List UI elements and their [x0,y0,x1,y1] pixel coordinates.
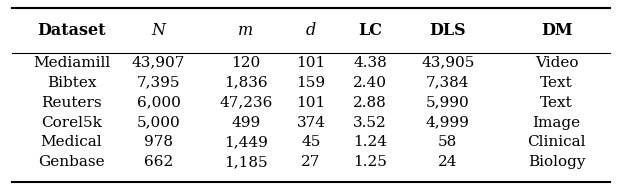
Text: 45: 45 [301,135,321,150]
Text: 662: 662 [144,155,174,169]
Text: Corel5k: Corel5k [41,116,102,130]
Text: 101: 101 [296,56,326,70]
Text: m: m [238,22,253,39]
Text: 3.52: 3.52 [353,116,387,130]
Text: 6,000: 6,000 [137,96,180,110]
Text: d: d [306,22,316,39]
Text: Clinical: Clinical [527,135,586,150]
Text: 978: 978 [144,135,173,150]
Text: 2.88: 2.88 [353,96,387,110]
Text: 1.24: 1.24 [353,135,387,150]
Text: 7,395: 7,395 [137,76,180,90]
Text: 4,999: 4,999 [426,116,470,130]
Text: N: N [152,22,165,39]
Text: Image: Image [532,116,581,130]
Text: Genbase: Genbase [38,155,105,169]
Text: LC: LC [358,22,382,39]
Text: 27: 27 [301,155,321,169]
Text: 1,449: 1,449 [224,135,267,150]
Text: 499: 499 [231,116,261,130]
Text: Medical: Medical [40,135,103,150]
Text: 7,384: 7,384 [426,76,470,90]
Text: Bibtex: Bibtex [47,76,96,90]
Text: 24: 24 [438,155,458,169]
Text: 47,236: 47,236 [219,96,272,110]
Text: Reuters: Reuters [41,96,102,110]
Text: 4.38: 4.38 [353,56,387,70]
Text: 101: 101 [296,96,326,110]
Text: 58: 58 [439,135,457,150]
Text: Biology: Biology [528,155,585,169]
Text: Text: Text [541,76,573,90]
Text: 2.40: 2.40 [353,76,387,90]
Text: DLS: DLS [430,22,466,39]
Text: Video: Video [535,56,578,70]
Text: 43,905: 43,905 [421,56,475,70]
Text: 1,836: 1,836 [224,76,267,90]
Text: DM: DM [541,22,572,39]
Text: 159: 159 [297,76,325,90]
Text: 5,990: 5,990 [426,96,470,110]
Text: 374: 374 [297,116,325,130]
Text: 120: 120 [231,56,261,70]
Text: 43,907: 43,907 [132,56,185,70]
Text: 1.25: 1.25 [353,155,387,169]
Text: 1,185: 1,185 [224,155,267,169]
Text: Dataset: Dataset [37,22,106,39]
Text: Mediamill: Mediamill [33,56,110,70]
Text: 5,000: 5,000 [137,116,180,130]
Text: Text: Text [541,96,573,110]
